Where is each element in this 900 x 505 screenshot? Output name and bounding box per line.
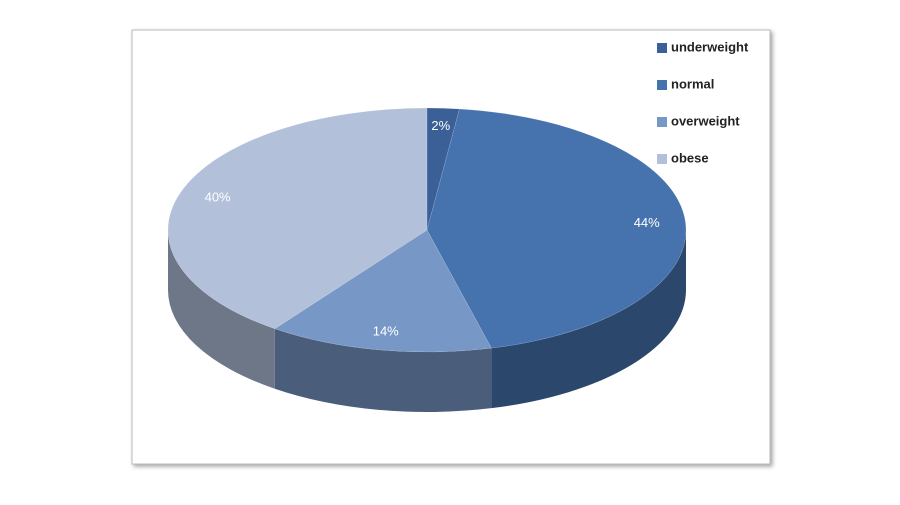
slice [426,108,687,349]
data-label: 40% [205,189,231,204]
slice-side [491,230,686,409]
data-label: 2% [431,118,450,133]
slice-side [168,230,275,389]
legend-swatch [657,154,667,164]
legend-swatch [657,117,667,127]
legend-label: obese [671,150,709,165]
slice-side [274,328,492,412]
legend-label: underweight [671,39,749,54]
data-label: 14% [373,323,399,338]
legend-label: overweight [671,113,740,128]
legend-label: normal [671,76,714,91]
legend-swatch [657,43,667,53]
data-label: 44% [634,215,660,230]
slice [426,107,460,231]
slice [274,229,492,353]
slice [167,107,428,329]
legend-swatch [657,80,667,90]
